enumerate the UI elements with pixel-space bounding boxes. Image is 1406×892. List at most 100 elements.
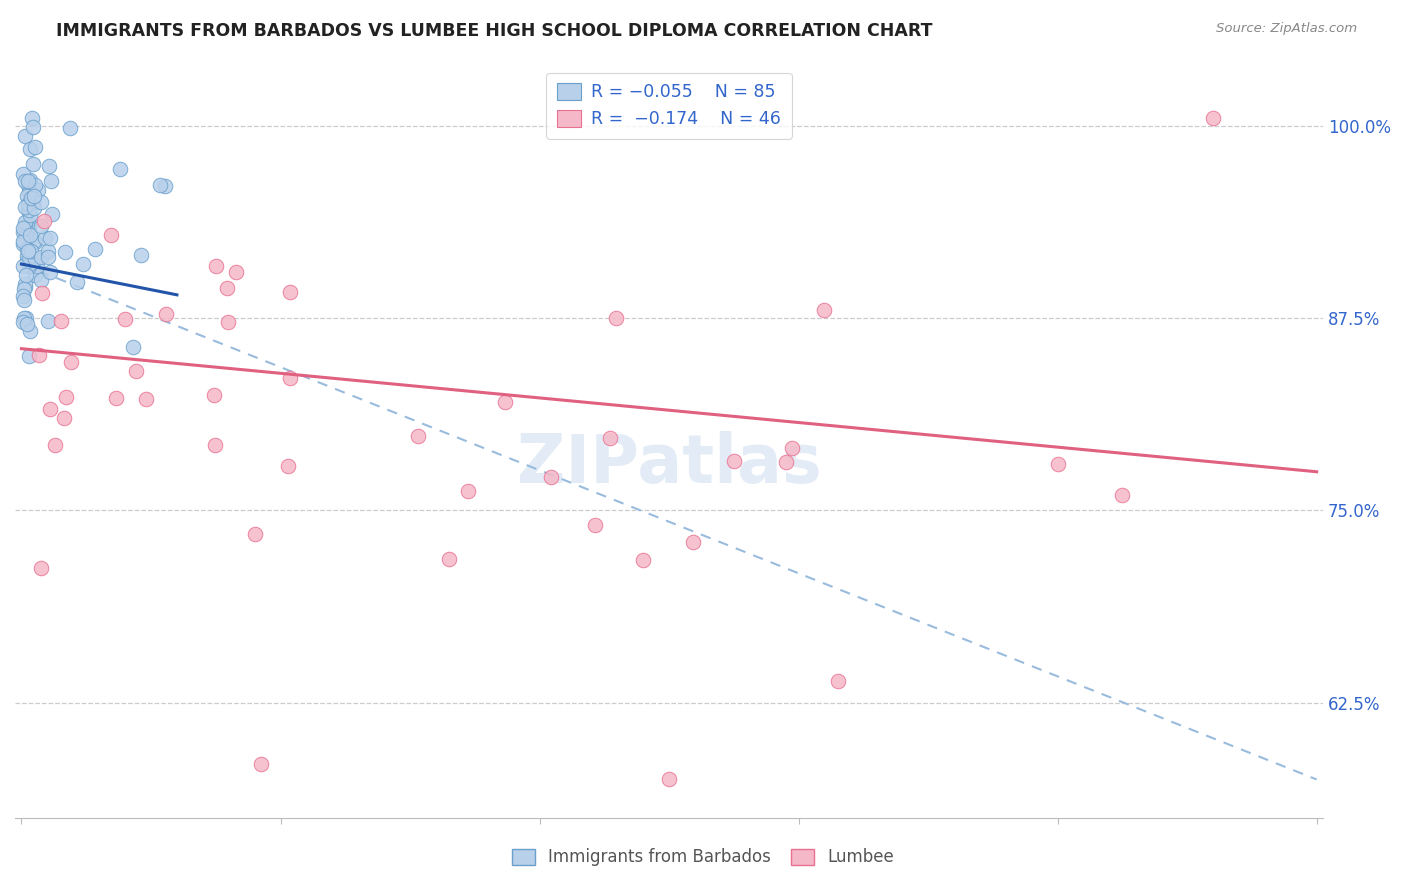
Text: ZIPatlas: ZIPatlas: [517, 431, 821, 497]
Point: [125, 364, 148, 378]
Text: Source: ZipAtlas.com: Source: ZipAtlas.com: [1216, 22, 1357, 36]
Point: [155, 307, 177, 321]
Point: [22, 157, 45, 171]
Point: [14, 219, 37, 233]
Point: [18, 221, 41, 235]
Point: [18, 228, 41, 243]
Point: [827, 673, 849, 688]
Point: [15, 311, 38, 326]
Point: [30, 561, 52, 575]
Point: [38, 265, 60, 279]
Point: [18, 142, 41, 156]
Point: [17, 259, 39, 273]
Point: [14, 174, 37, 188]
Point: [100, 227, 122, 242]
Point: [24, 235, 46, 249]
Point: [583, 517, 606, 532]
Point: [1046, 457, 1069, 471]
Point: [813, 303, 835, 318]
Point: [13, 311, 35, 326]
Point: [22, 120, 45, 134]
Point: [53, 410, 76, 425]
Point: [30, 250, 52, 264]
Point: [225, 264, 247, 278]
Point: [32, 214, 55, 228]
Point: [15, 249, 38, 263]
Point: [135, 392, 157, 407]
Point: [38, 231, 60, 245]
Point: [205, 259, 228, 273]
Point: [24, 268, 46, 283]
Point: [243, 527, 266, 541]
Point: [13, 282, 35, 296]
Point: [439, 552, 461, 566]
Point: [22, 189, 45, 203]
Point: [44, 438, 66, 452]
Point: [15, 242, 38, 256]
Point: [215, 281, 238, 295]
Point: [18, 250, 41, 264]
Point: [782, 442, 804, 456]
Point: [129, 248, 152, 262]
Point: [540, 470, 562, 484]
Point: [149, 178, 172, 193]
Point: [104, 392, 127, 406]
Point: [153, 179, 176, 194]
Point: [17, 178, 39, 192]
Point: [1202, 111, 1225, 125]
Point: [20, 253, 42, 268]
Point: [22, 234, 45, 248]
Point: [20, 191, 42, 205]
Point: [1111, 488, 1133, 502]
Point: [38, 159, 60, 173]
Point: [250, 757, 273, 772]
Point: [14, 128, 37, 143]
Point: [15, 254, 38, 268]
Point: [34, 231, 56, 245]
Point: [83, 242, 105, 256]
Point: [217, 315, 239, 329]
Point: [22, 201, 45, 215]
Point: [14, 280, 37, 294]
Point: [13, 237, 35, 252]
Point: [110, 161, 132, 176]
Point: [28, 348, 51, 362]
Point: [59, 355, 82, 369]
Point: [39, 402, 62, 417]
Point: [204, 387, 226, 401]
Point: [11, 220, 34, 235]
Point: [11, 289, 34, 303]
Point: [24, 140, 46, 154]
Point: [18, 202, 41, 217]
Point: [59, 121, 82, 136]
Point: [18, 324, 41, 338]
Point: [114, 311, 136, 326]
Point: [18, 208, 41, 222]
Point: [20, 256, 42, 270]
Point: [31, 285, 53, 300]
Point: [599, 431, 621, 445]
Point: [18, 217, 41, 231]
Point: [39, 174, 62, 188]
Point: [631, 552, 654, 566]
Point: [11, 315, 34, 329]
Point: [14, 215, 37, 229]
Point: [20, 244, 42, 258]
Legend: Immigrants from Barbados, Lumbee: Immigrants from Barbados, Lumbee: [505, 842, 901, 873]
Point: [37, 314, 59, 328]
Point: [41, 207, 63, 221]
Point: [494, 395, 516, 409]
Point: [723, 454, 745, 468]
Point: [14, 268, 37, 282]
Point: [15, 189, 38, 203]
Point: [14, 277, 37, 291]
Point: [30, 273, 52, 287]
Text: IMMIGRANTS FROM BARBADOS VS LUMBEE HIGH SCHOOL DIPLOMA CORRELATION CHART: IMMIGRANTS FROM BARBADOS VS LUMBEE HIGH …: [56, 22, 932, 40]
Point: [682, 535, 704, 549]
Point: [11, 234, 34, 248]
Point: [37, 250, 59, 264]
Point: [17, 349, 39, 363]
Point: [18, 185, 41, 199]
Point: [406, 429, 429, 443]
Point: [20, 173, 42, 187]
